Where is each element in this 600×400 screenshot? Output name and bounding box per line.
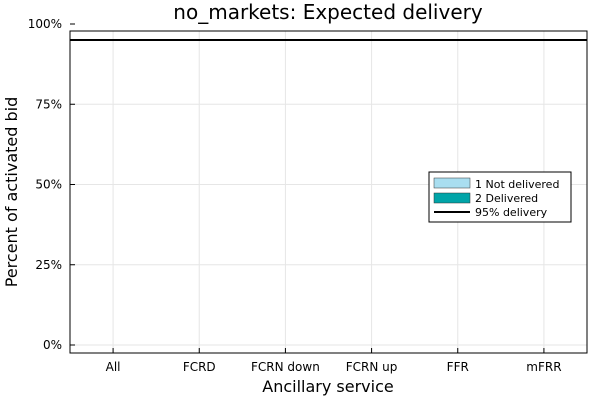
legend-swatch-not-delivered	[433, 177, 471, 189]
y-tick-label-1: 25%	[35, 258, 62, 272]
legend-label-not-delivered: 1 Not delivered	[475, 178, 559, 191]
x-axis-label: Ancillary service	[262, 377, 393, 396]
legend-label-delivered: 2 Delivered	[475, 192, 538, 205]
x-tick-label-0: All	[106, 360, 121, 374]
y-axis-label: Percent of activated bid	[2, 97, 21, 288]
x-tick-label-1: FCRD	[183, 360, 216, 374]
y-tick-label-2: 50%	[35, 178, 62, 192]
legend-swatch-delivered	[433, 192, 471, 204]
y-tick-label-3: 75%	[35, 97, 62, 111]
plot-frame	[69, 30, 588, 354]
legend: 1 Not delivered 2 Delivered 95% delivery	[428, 171, 572, 223]
x-tick-label-2: FCRN down	[251, 360, 320, 374]
y-tick-label-0: 0%	[43, 338, 62, 352]
y-axis: 0% 25% 50% 75% 100%	[28, 17, 75, 352]
chart-title: no_markets: Expected delivery	[173, 0, 483, 24]
x-axis: All FCRD FCRN down FCRN up FFR mFRR	[106, 348, 562, 374]
y-tick-label-4: 100%	[28, 17, 62, 31]
legend-label-95-delivery: 95% delivery	[475, 206, 548, 219]
x-tick-label-5: mFRR	[526, 360, 561, 374]
x-tick-label-3: FCRN up	[346, 360, 398, 374]
x-tick-label-4: FFR	[447, 360, 469, 374]
